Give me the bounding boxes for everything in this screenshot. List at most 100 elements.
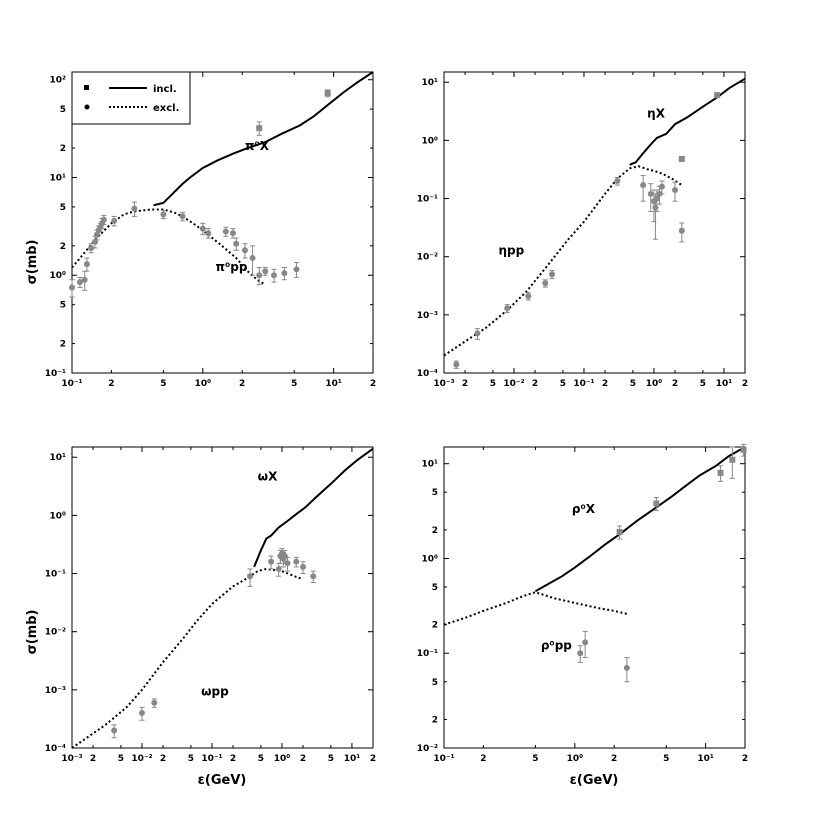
panel-omega-x-tick-label: 2 (90, 754, 96, 764)
panel-pi0-circle-marker (229, 230, 236, 237)
panel-omega-x-tick-label: 5 (328, 754, 334, 764)
panel-pi0-y-tick-label: 10¹ (50, 173, 67, 183)
panel-pi0-y-tick-label: 2 (60, 340, 66, 350)
panel-rho-inclusive-curve (534, 446, 746, 593)
panel-eta-circle-marker (504, 305, 511, 312)
panel-eta-inclusive-curve (629, 77, 746, 166)
panel-omega-excl-data-point (247, 568, 254, 587)
panel-omega-x-tick-label: 10⁻³ (61, 754, 82, 764)
panel-eta-x-tick-label: 5 (630, 379, 636, 389)
panel-eta-circle-marker (474, 330, 481, 337)
panel-omega-x-tick-label: 5 (118, 754, 124, 764)
panel-eta-x-tick-label: 2 (742, 379, 748, 389)
panel-eta-x-tick-label: 5 (560, 379, 566, 389)
panel-pi0-excl-data-point (69, 279, 75, 298)
panel-eta: 10⁻³ 2 5 10⁻² 2 5 10⁻¹ 2 5 10⁰ 2 5 10¹ 210⁻⁴10⁻³10⁻²1… (417, 71, 748, 389)
panel-eta-excl-data-point (614, 177, 621, 186)
panel-omega-annotation: ωX (258, 469, 278, 483)
panel-rho-square-marker (717, 469, 724, 476)
panel-omega-circle-marker (300, 563, 307, 570)
panel-rho-y-tick-label: 10⁻² (417, 744, 438, 754)
panel-omega-x-tick-label: 2 (300, 754, 306, 764)
panel-omega-y-tick-label: 10⁻¹ (45, 570, 66, 580)
panel-omega-excl-data-point (310, 570, 317, 584)
panel-omega-x-tick-label: 5 (258, 754, 264, 764)
panel-rho-x-tick-label: 2 (480, 754, 486, 764)
panel-rho-square-marker (729, 456, 736, 463)
panel-rho-y-tick-label: 5 (432, 583, 438, 593)
panel-eta-excl-data-point (678, 222, 685, 243)
panel-rho-incl-data-point (740, 443, 747, 457)
panel-eta-circle-marker (549, 271, 556, 278)
panel-pi0-excl-data-point (293, 262, 300, 278)
panel-eta-circle-marker (525, 293, 532, 300)
panel-pi0-x-tick-label: 2 (239, 379, 245, 389)
panel-rho-xlabel: ε(GeV) (570, 773, 619, 788)
panel-omega-x-tick-label: 5 (188, 754, 194, 764)
panel-omega-circle-marker (247, 573, 254, 580)
panel-pi0-incl-data-point (256, 121, 263, 136)
panel-pi0-inclusive-curve (153, 71, 374, 207)
panel-rho-y-tick-label: 10⁰ (422, 554, 439, 564)
panel-rho-annotation: ρ⁰X (572, 502, 596, 516)
panel-rho-incl-data-point (616, 525, 623, 540)
panel-omega-excl-data-point (268, 555, 275, 570)
panel-omega-y-tick-label: 10⁻² (45, 628, 66, 638)
panel-omega-x-tick-label: 10¹ (344, 754, 361, 764)
panel-eta-y-tick-label: 10⁻³ (417, 311, 438, 321)
panel-rho-y-tick-label: 5 (432, 488, 438, 498)
panel-eta-excl-data-point (525, 292, 532, 301)
panel-omega-annotation: ωpp (201, 684, 229, 698)
panel-eta-incl-data-point (678, 155, 685, 162)
panel-eta-x-tick-label: 2 (462, 379, 468, 389)
panel-pi0-excl-data-point (205, 228, 212, 239)
panel-eta-annotation: ηX (647, 106, 666, 120)
panel-pi0-circle-marker (69, 284, 75, 291)
panel-pi0-circle-marker (76, 279, 83, 286)
panel-pi0-circle-marker (83, 261, 90, 268)
panel-pi0-circle-marker (88, 244, 95, 251)
panel-eta-x-tick-label: 10⁻¹ (573, 379, 594, 389)
panel-rho-y-tick-label: 2 (432, 526, 438, 536)
panel-rho-x-tick-label: 5 (532, 754, 538, 764)
panel-omega-x-tick-label: 2 (160, 754, 166, 764)
panel-rho-circle-marker (577, 650, 584, 657)
panel-omega-circle-marker (268, 558, 275, 565)
panel-eta-y-tick-label: 10⁻¹ (417, 195, 438, 205)
panel-pi0-square-marker (256, 125, 263, 132)
panel-eta-y-tick-label: 10⁻⁴ (417, 369, 438, 379)
panel-pi0-frame (71, 71, 374, 374)
panel-omega-excl-data-point (293, 556, 300, 568)
panel-pi0-square-marker (324, 90, 331, 97)
legend-excl-marker (84, 104, 90, 110)
panel-pi0-x-tick-label: 10⁰ (195, 379, 212, 389)
panel-omega-plot: ωX ωpp (71, 447, 374, 749)
panel-pi0-ylabel: σ(mb) (25, 240, 40, 285)
panel-rho-square-marker (616, 529, 623, 536)
panel-pi0-excl-data-point (262, 267, 269, 276)
panel-eta-circle-marker (652, 204, 659, 211)
panel-pi0-excl-data-point (199, 222, 206, 236)
panel-eta-x-tick-label: 2 (672, 379, 678, 389)
panel-rho-x-tick-label: 2 (742, 754, 748, 764)
legend: incl. excl. (71, 71, 191, 125)
panel-omega-xlabel: ε(GeV) (198, 773, 247, 788)
panel-pi0-excl-data-point (160, 209, 167, 220)
panel-omega-inclusive-curve (253, 447, 374, 568)
panel-omega-exclusive-curve (71, 567, 304, 749)
panel-pi0-circle-marker (160, 211, 167, 218)
panel-rho-x-tick-label: 10⁰ (567, 754, 584, 764)
panel-rho-square-marker (740, 446, 747, 453)
panel-pi0-circle-marker (100, 216, 107, 223)
panel-omega-circle-marker (151, 699, 158, 706)
panel-pi0-circle-marker (249, 255, 256, 262)
panel-rho-x-tick-label: 10¹ (697, 754, 714, 764)
panel-pi0-annotation: π⁰pp (215, 260, 247, 274)
panel-eta-x-tick-label: 10¹ (716, 379, 733, 389)
panel-pi0-annotation: π⁰X (245, 139, 270, 153)
panel-eta-circle-marker (647, 190, 654, 197)
panel-rho-y-tick-label: 5 (432, 678, 438, 688)
